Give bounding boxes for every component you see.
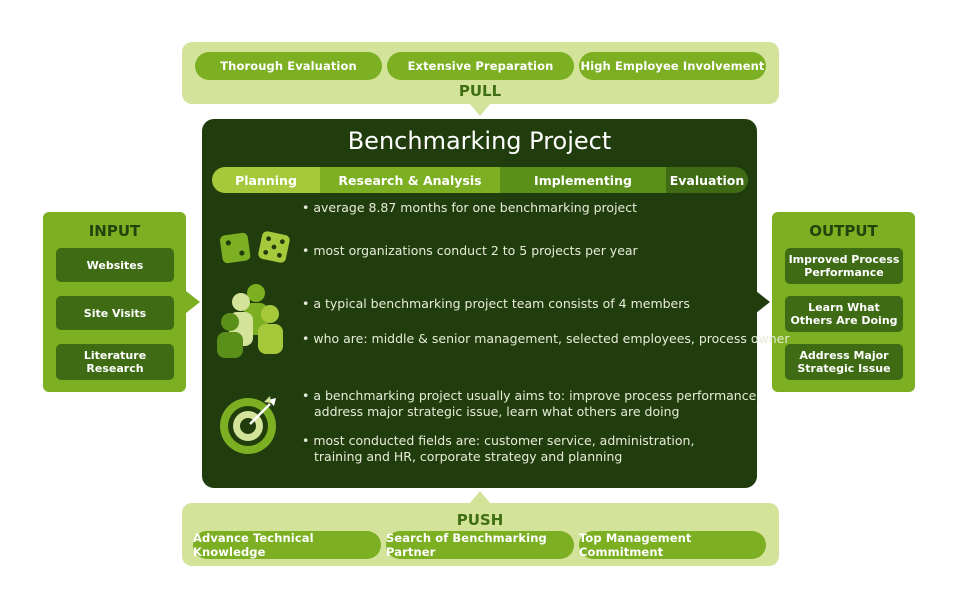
bullet-team-size: • a typical benchmarking project team co… xyxy=(302,296,690,311)
bullet-duration-text: average 8.87 months for one benchmarking… xyxy=(313,200,638,215)
phase-bar: Planning Research & Analysis Implementin… xyxy=(212,167,748,193)
main-title: Benchmarking Project xyxy=(347,127,612,155)
push-arrow xyxy=(470,491,490,503)
bullet-projects-per-year: • most organizations conduct 2 to 5 proj… xyxy=(302,243,638,258)
phase-evaluation: Evaluation xyxy=(666,167,748,193)
bullet-aims-text-line1: a benchmarking project usually aims to: … xyxy=(313,388,761,403)
bullet-duration: • average 8.87 months for one benchmarki… xyxy=(302,200,638,215)
bullet-fields: • most conducted fields are: customer se… xyxy=(302,433,695,448)
bullet-aims-line2: address major strategic issue, learn wha… xyxy=(314,404,680,419)
pull-item-thorough-evaluation: Thorough Evaluation xyxy=(195,52,382,80)
push-item-top-management-commitment: Top Management Commitment xyxy=(579,531,766,559)
bullet-team-members-text: who are: middle & senior management, sel… xyxy=(313,331,790,346)
main-to-output-arrow xyxy=(756,291,770,313)
output-title: OUTPUT xyxy=(809,222,878,240)
bullet-team-size-text: a typical benchmarking project team cons… xyxy=(313,296,690,311)
output-item-learn-what: Learn What Others Are Doing xyxy=(785,296,903,332)
bullet-fields-line2: training and HR, corporate strategy and … xyxy=(314,449,623,464)
bullet-fields-text-line1: most conducted fields are: customer serv… xyxy=(313,433,695,448)
output-item-improved-process: Improved Process Performance xyxy=(785,248,903,284)
input-item-websites: Websites xyxy=(56,248,174,282)
dice-icon xyxy=(219,231,290,264)
bullet-projects-per-year-text: most organizations conduct 2 to 5 projec… xyxy=(313,243,638,258)
pull-item-extensive-preparation: Extensive Preparation xyxy=(387,52,574,80)
phase-planning: Planning xyxy=(212,167,320,193)
push-item-search-of-benchmarking-partner: Search of Benchmarking Partner xyxy=(386,531,574,559)
team-icon xyxy=(217,284,283,358)
input-item-site-visits: Site Visits xyxy=(56,296,174,330)
bullet-aims: • a benchmarking project usually aims to… xyxy=(302,388,761,403)
phase-implementing: Implementing xyxy=(500,167,666,193)
output-item-address-major: Address Major Strategic Issue xyxy=(785,344,903,380)
pull-arrow xyxy=(470,104,490,116)
input-title: INPUT xyxy=(88,222,141,240)
pull-item-high-employee-involvement: High Employee Involvement xyxy=(579,52,766,80)
push-title: PUSH xyxy=(456,511,504,529)
push-item-advance-technical-knowledge: Advance Technical Knowledge xyxy=(193,531,381,559)
input-item-literature-research: Literature Research xyxy=(56,344,174,380)
pull-title: PULL xyxy=(458,82,502,100)
input-arrow xyxy=(186,291,200,313)
bullet-team-members: • who are: middle & senior management, s… xyxy=(302,331,790,346)
phase-research-analysis: Research & Analysis xyxy=(320,167,500,193)
target-icon xyxy=(220,396,276,454)
